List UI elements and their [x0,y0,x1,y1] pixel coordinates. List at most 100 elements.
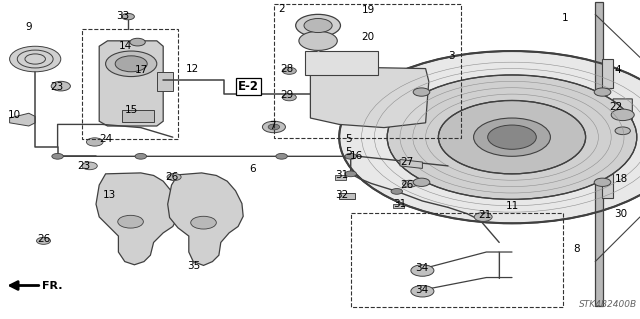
Text: 18: 18 [614,174,628,184]
Text: 27: 27 [400,157,413,167]
Text: 5: 5 [346,146,352,157]
Text: 23: 23 [77,161,90,171]
Text: 10: 10 [8,110,21,120]
Text: 30: 30 [614,209,628,219]
Circle shape [262,121,285,133]
Text: STK4B2400B: STK4B2400B [579,300,637,309]
Bar [122,110,154,122]
Text: 33: 33 [116,11,130,21]
Text: 15: 15 [125,105,138,115]
Circle shape [276,153,287,159]
Bar [157,72,173,91]
Polygon shape [595,2,603,306]
Text: 17: 17 [134,65,148,75]
Circle shape [130,38,145,46]
Circle shape [411,265,434,276]
Text: 2: 2 [278,4,285,14]
Circle shape [52,153,63,159]
Circle shape [594,88,611,96]
Text: 22: 22 [609,102,623,112]
Circle shape [282,67,296,74]
Text: 34: 34 [415,263,428,273]
Polygon shape [99,41,163,126]
Polygon shape [310,67,429,128]
Text: 28: 28 [280,63,294,74]
Circle shape [474,212,492,221]
Bar [339,193,355,199]
Text: 4: 4 [614,65,621,75]
Circle shape [304,19,332,33]
Text: 23: 23 [50,82,63,92]
Bar [335,175,346,180]
Text: 19: 19 [362,4,375,15]
Text: FR.: FR. [42,280,62,291]
Polygon shape [400,160,422,168]
Text: 1: 1 [562,12,568,23]
Circle shape [615,127,630,135]
Text: 6: 6 [250,164,256,174]
Circle shape [411,286,434,297]
Circle shape [488,125,536,149]
Circle shape [118,215,143,228]
Text: 26: 26 [401,180,414,190]
Circle shape [403,180,417,187]
Text: 12: 12 [186,63,199,74]
Text: 26: 26 [37,234,51,244]
Polygon shape [10,113,35,126]
Text: 35: 35 [188,261,201,271]
Text: 31: 31 [335,170,348,180]
Text: 3: 3 [448,51,454,61]
Circle shape [268,124,280,130]
Circle shape [167,174,181,181]
Text: 7: 7 [269,121,275,131]
Circle shape [51,81,70,91]
Circle shape [345,153,356,159]
Bar [274,4,461,138]
Circle shape [339,51,640,223]
Polygon shape [168,173,243,265]
Polygon shape [96,173,178,265]
Text: 9: 9 [26,22,32,32]
Text: 16: 16 [349,151,363,161]
Circle shape [115,56,147,72]
Circle shape [10,46,61,72]
Text: 34: 34 [415,285,428,295]
Text: 11: 11 [506,201,519,211]
Text: 8: 8 [573,244,579,254]
Circle shape [438,100,586,174]
Circle shape [391,189,403,194]
Text: 20: 20 [362,32,375,42]
Text: 13: 13 [102,189,116,200]
Text: 21: 21 [479,210,492,220]
Circle shape [296,14,340,37]
Circle shape [594,178,611,186]
Circle shape [611,109,634,121]
Polygon shape [613,99,632,139]
Text: 26: 26 [165,172,179,182]
Circle shape [413,178,430,186]
Circle shape [413,88,430,96]
Circle shape [474,118,550,156]
Circle shape [345,171,356,177]
Circle shape [282,94,296,101]
Circle shape [106,51,157,77]
Circle shape [191,216,216,229]
Circle shape [135,153,147,159]
Circle shape [36,237,51,244]
Polygon shape [602,59,613,88]
Bar [351,213,563,307]
Text: E-2: E-2 [238,80,259,93]
Bar [82,29,178,139]
Circle shape [86,138,103,146]
Circle shape [122,13,134,20]
Polygon shape [305,51,378,75]
Text: 32: 32 [335,189,348,200]
Circle shape [299,31,337,50]
Circle shape [82,162,97,170]
Text: 31: 31 [393,198,406,209]
Circle shape [387,75,637,199]
Text: 24: 24 [99,134,113,144]
Text: 29: 29 [280,90,294,100]
Polygon shape [602,174,613,198]
Text: 14: 14 [118,41,132,51]
